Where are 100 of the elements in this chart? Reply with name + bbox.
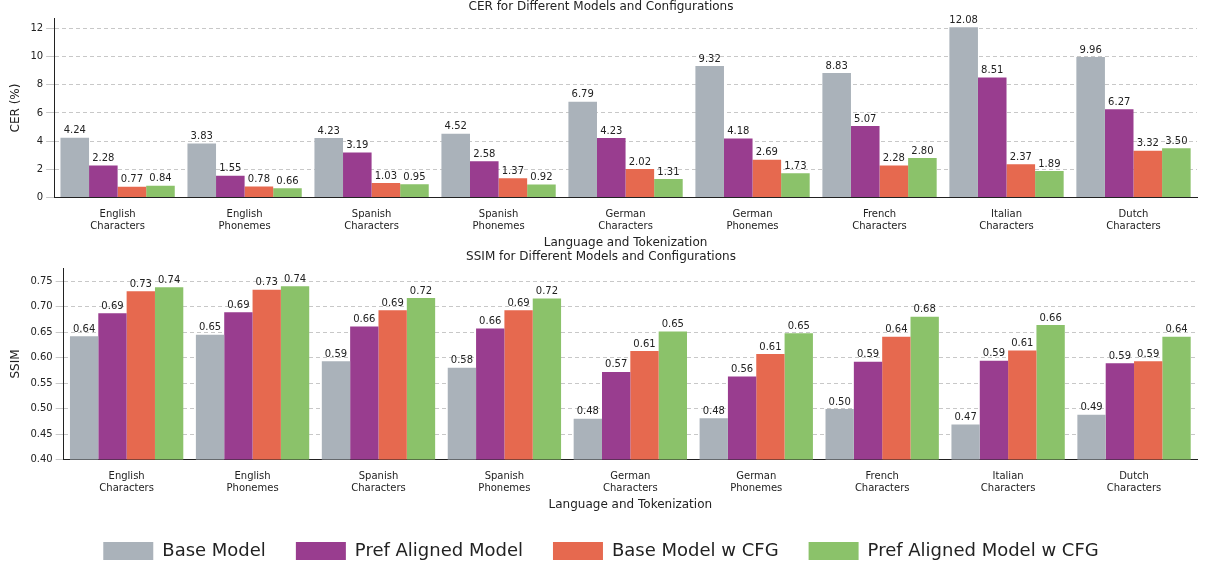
bar <box>781 173 810 198</box>
y-tick-label: 0.50 <box>30 402 53 414</box>
y-tick-label: 12 <box>30 21 44 33</box>
y-tick-label: 6 <box>36 106 44 118</box>
data-label: 0.59 <box>1137 347 1160 359</box>
x-tick-label: Spanish Phonemes <box>478 470 531 494</box>
bar <box>314 137 344 198</box>
data-label: 0.59 <box>856 348 880 360</box>
data-label: 0.74 <box>158 273 181 285</box>
chart-title: SSIM for Different Models and Configurations <box>466 249 736 264</box>
bar <box>695 66 724 198</box>
data-label: 3.19 <box>346 139 369 151</box>
bar <box>1006 164 1036 198</box>
data-label: 0.59 <box>1108 349 1131 361</box>
data-label: 0.64 <box>885 323 908 335</box>
y-tick-label: 0.75 <box>30 274 53 286</box>
bar <box>146 185 175 198</box>
bar <box>908 158 937 198</box>
bar <box>273 188 302 198</box>
bar <box>879 165 909 198</box>
data-label: 2.28 <box>882 152 905 164</box>
x-tick-label: Dutch Characters <box>1106 208 1161 232</box>
data-label: 0.48 <box>576 405 599 417</box>
data-label: 1.31 <box>657 165 680 177</box>
data-label: 0.50 <box>828 395 851 407</box>
bar <box>441 133 470 198</box>
data-label: 6.27 <box>1108 95 1131 107</box>
bar <box>850 126 880 198</box>
data-label: 0.57 <box>605 358 628 370</box>
data-label: 0.84 <box>149 172 172 184</box>
chart-title: CER for Different Models and Configurations <box>468 0 734 14</box>
data-label: 0.64 <box>73 322 96 334</box>
bar <box>527 184 556 198</box>
bar <box>187 143 217 198</box>
bar <box>400 184 429 198</box>
y-tick-label: 4 <box>36 134 44 146</box>
bar <box>596 137 626 198</box>
bar <box>625 169 655 198</box>
data-label: 0.49 <box>1080 401 1103 413</box>
data-label: 1.55 <box>219 162 242 174</box>
data-label: 8.51 <box>981 64 1004 76</box>
data-label: 0.66 <box>479 315 502 327</box>
bar <box>822 73 851 198</box>
bar <box>60 137 90 198</box>
x-axis-title: Language and Tokenization <box>543 234 708 249</box>
data-label: 0.69 <box>381 296 404 308</box>
data-label: 4.23 <box>317 124 340 136</box>
x-tick-label: French Characters <box>852 208 907 232</box>
data-label: 0.72 <box>535 285 559 297</box>
data-label: 0.65 <box>661 318 684 330</box>
data-label: 0.61 <box>633 337 656 349</box>
data-label: 2.80 <box>911 144 934 156</box>
bar <box>117 186 147 198</box>
x-tick-label: German Characters <box>598 208 653 232</box>
bar <box>568 101 597 198</box>
y-tick-label: 0.60 <box>30 351 53 363</box>
data-label: 5.07 <box>854 112 877 124</box>
data-label: 9.32 <box>698 52 721 64</box>
data-label: 0.61 <box>1011 337 1034 349</box>
data-label: 0.65 <box>198 321 222 333</box>
legend-label: Base Model <box>162 538 266 560</box>
data-label: 2.58 <box>473 147 496 159</box>
data-label: 1.03 <box>374 169 398 181</box>
data-label: 0.69 <box>227 298 250 310</box>
bar <box>498 178 528 198</box>
data-label: 0.92 <box>530 171 553 183</box>
bar <box>977 77 1007 198</box>
x-tick-label: Spanish Characters <box>344 208 399 232</box>
data-label: 0.69 <box>507 296 530 308</box>
data-label: 2.37 <box>1009 150 1032 162</box>
bar <box>723 138 753 198</box>
data-label: 0.69 <box>101 299 124 311</box>
x-tick-label: English Phonemes <box>218 208 271 232</box>
data-label: 9.96 <box>1079 43 1102 55</box>
x-tick-label: Spanish Phonemes <box>472 208 525 232</box>
data-label: 3.32 <box>1136 137 1159 149</box>
y-tick-label: 0.70 <box>30 300 53 312</box>
x-tick-label: German Phonemes <box>730 470 783 494</box>
bar <box>470 161 499 198</box>
data-label: 0.72 <box>409 284 433 296</box>
data-label: 4.18 <box>727 125 750 137</box>
data-label: 0.59 <box>324 347 348 359</box>
data-label: 0.61 <box>759 340 782 352</box>
data-label: 2.28 <box>92 152 115 164</box>
bar <box>1133 150 1163 198</box>
bar <box>654 179 683 198</box>
bar <box>1035 170 1064 198</box>
bar <box>949 27 978 198</box>
data-label: 8.83 <box>825 59 848 71</box>
data-label: 0.77 <box>120 173 144 185</box>
bar <box>89 165 118 198</box>
data-label: 4.23 <box>600 124 623 136</box>
bar <box>343 152 372 198</box>
data-label: 6.79 <box>571 88 594 100</box>
data-label: 0.64 <box>1165 323 1188 335</box>
data-label: 3.50 <box>1165 134 1188 146</box>
x-tick-label: English Characters <box>90 208 145 232</box>
x-tick-label: Spanish Characters <box>351 470 406 494</box>
data-label: 0.66 <box>1039 311 1062 323</box>
x-tick-label: Italian Characters <box>979 208 1034 232</box>
